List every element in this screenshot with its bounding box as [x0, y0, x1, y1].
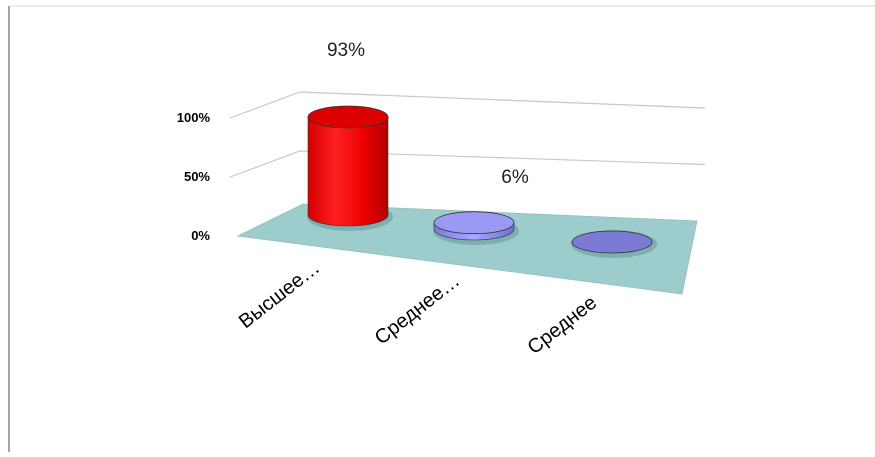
- gridline-1: [229, 150, 706, 178]
- y-tick-label: 50%: [184, 169, 210, 184]
- chart-floor: [236, 203, 698, 295]
- bar-body: [307, 116, 389, 227]
- gridlines: [229, 91, 706, 178]
- floor-plane: [236, 203, 698, 295]
- bar-top: [433, 211, 515, 235]
- bars: [307, 105, 657, 258]
- bar-top: [307, 105, 389, 129]
- gridline-2: [229, 91, 706, 119]
- data-label: 93%: [327, 40, 365, 61]
- bar-2: [433, 211, 519, 245]
- category-label: Высшее…: [235, 257, 324, 333]
- data-label: 6%: [501, 167, 529, 188]
- y-tick-label: 100%: [177, 110, 211, 125]
- category-label: Среднее: [524, 292, 602, 359]
- y-axis-ticks: 0% 50% 100%: [177, 110, 211, 243]
- y-tick-label: 0%: [191, 228, 210, 243]
- data-labels: 93% 6%: [327, 40, 529, 188]
- bar-top: [571, 230, 653, 254]
- bar-1: [307, 105, 393, 231]
- bar-3: [571, 230, 657, 258]
- category-label: Среднее…: [371, 270, 464, 350]
